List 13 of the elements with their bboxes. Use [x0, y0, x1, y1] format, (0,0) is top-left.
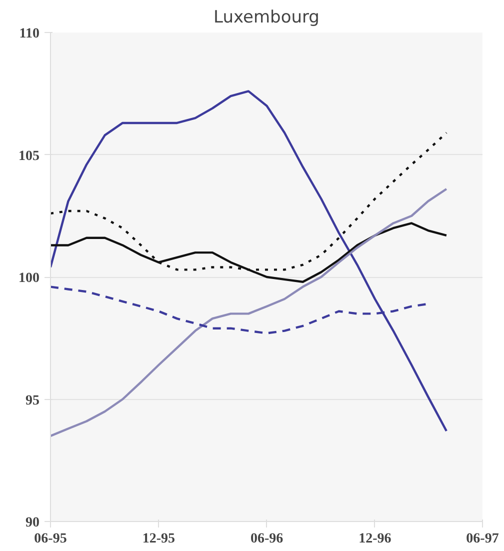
x-tick-label: 12-95 — [142, 532, 175, 546]
line-series — [50, 90, 448, 432]
chart-title: Luxembourg — [214, 8, 320, 28]
y-tick-label: 105 — [18, 148, 40, 164]
y-tick-label: 110 — [19, 26, 40, 42]
x-tick-label: 06-95 — [34, 532, 67, 546]
y-tick-label: 95 — [26, 393, 40, 408]
x-tick-label: 06-96 — [250, 532, 284, 546]
y-tick-label: 90 — [26, 516, 40, 530]
line-series — [50, 188, 448, 438]
y-tick-label: 100 — [18, 271, 40, 286]
x-tick-label: 06-97 — [466, 532, 499, 546]
x-tick-label: 12-96 — [358, 532, 392, 546]
